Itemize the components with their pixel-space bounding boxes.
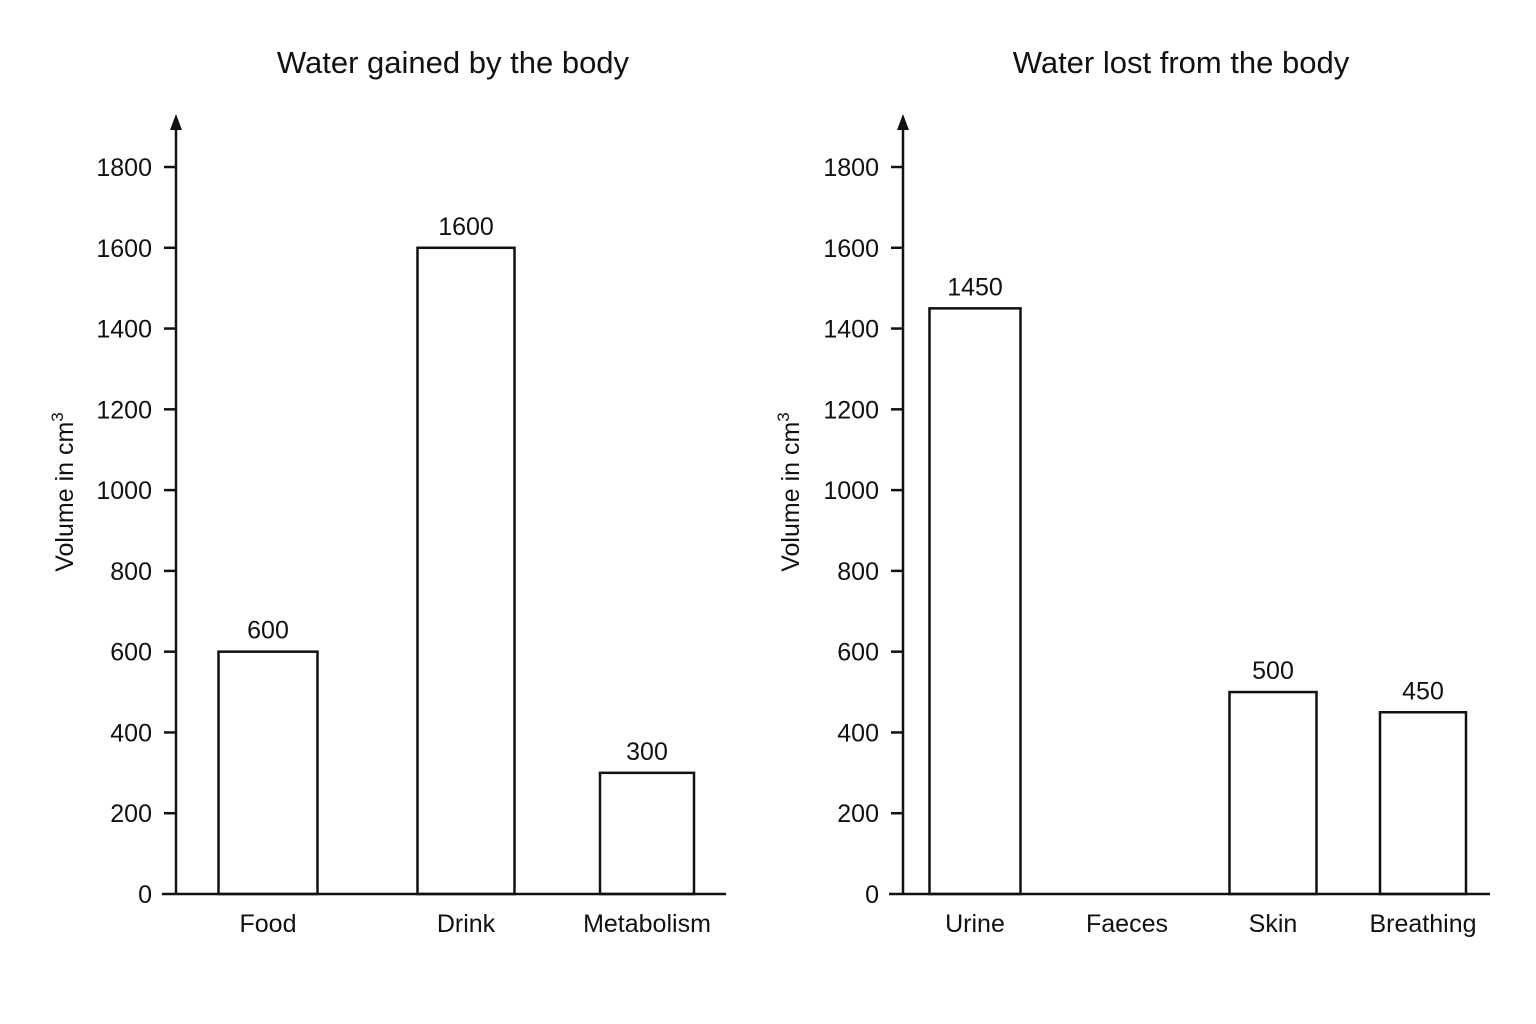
y-tick-label: 1400 — [96, 316, 152, 344]
y-tick-label: 400 — [837, 719, 879, 747]
y-tick-label: 1400 — [823, 316, 879, 344]
bar-breathing — [1378, 711, 1468, 896]
chart-water-lost: Water lost from the body Volume in cm3 0… — [774, 45, 1490, 938]
data-label-skin: 500 — [1252, 657, 1294, 685]
data-label-food: 600 — [247, 617, 289, 645]
x-axis-tick-labels: Food Drink Metabolism — [240, 910, 711, 938]
y-tick-label: 600 — [837, 639, 879, 667]
x-tick-label-food: Food — [240, 910, 297, 938]
x-tick-label-faeces: Faeces — [1086, 910, 1168, 938]
y-tick-label: 600 — [110, 639, 152, 667]
bar-urine — [928, 307, 1022, 896]
y-tick-label: 1800 — [823, 154, 879, 182]
data-label-urine: 1450 — [947, 273, 1003, 301]
y-tick-label: 1600 — [823, 235, 879, 263]
data-label-metabolism: 300 — [626, 738, 668, 766]
x-axis-tick-labels: Urine Faeces Skin Breathing — [945, 910, 1476, 938]
y-axis-label-text: Volume in cm — [777, 422, 805, 572]
y-tick-label: 400 — [110, 719, 152, 747]
y-axis-label-superscript: 3 — [774, 412, 793, 421]
y-axis-arrow-icon — [170, 114, 182, 130]
chart-title: Water lost from the body — [1013, 45, 1350, 80]
data-label-breathing: 450 — [1402, 677, 1444, 705]
bar-skin — [1228, 690, 1318, 896]
x-tick-label-urine: Urine — [945, 910, 1005, 938]
y-tick-label: 200 — [110, 800, 152, 828]
y-axis-label-text: Volume in cm — [51, 422, 79, 572]
y-tick-label: 1000 — [96, 477, 152, 505]
y-axis-label: Volume in cm3 — [48, 412, 79, 572]
y-axis-label: Volume in cm3 — [774, 412, 805, 572]
chart-water-gained: Water gained by the body Volume in cm3 0… — [48, 45, 726, 938]
y-tick-label: 800 — [110, 558, 152, 586]
x-tick-label-skin: Skin — [1249, 910, 1298, 938]
y-axis-arrow-icon — [897, 114, 909, 130]
data-label-drink: 1600 — [438, 213, 494, 241]
y-axis-label-superscript: 3 — [48, 412, 67, 421]
bar-drink — [416, 246, 516, 896]
bar-metabolism — [598, 771, 696, 896]
x-tick-label-breathing: Breathing — [1369, 910, 1476, 938]
x-tick-label-drink: Drink — [437, 910, 496, 938]
data-labels: 1450 500 450 — [947, 273, 1444, 705]
y-tick-label: 1800 — [96, 154, 152, 182]
bars — [928, 307, 1468, 896]
bar-food — [217, 650, 319, 896]
y-tick-label: 1000 — [823, 477, 879, 505]
chart-title: Water gained by the body — [277, 45, 630, 80]
y-tick-label: 800 — [837, 558, 879, 586]
y-tick-label: 1200 — [823, 396, 879, 424]
y-axis-ticks: 0 200 400 600 800 1000 1200 1400 1600 1800 — [823, 154, 903, 909]
x-tick-label-metabolism: Metabolism — [583, 910, 711, 938]
y-tick-label: 0 — [865, 881, 879, 909]
y-tick-label: 200 — [837, 800, 879, 828]
y-axis-ticks: 0 200 400 600 800 1000 1200 1400 1600 1800 — [96, 154, 176, 909]
y-tick-label: 1200 — [96, 396, 152, 424]
y-tick-label: 0 — [138, 881, 152, 909]
y-tick-label: 1600 — [96, 235, 152, 263]
data-labels: 600 1600 300 — [247, 213, 668, 766]
bars — [217, 246, 696, 896]
